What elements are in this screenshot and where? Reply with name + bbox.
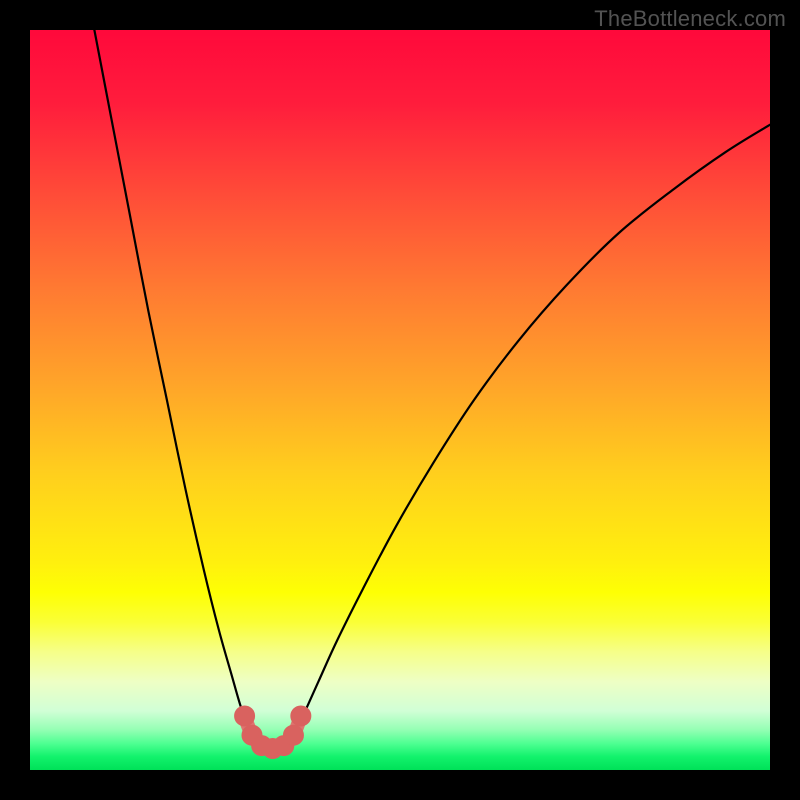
watermark-label: TheBottleneck.com [594,6,786,32]
plot-svg [30,30,770,770]
trough-marker [291,706,311,726]
gradient-background [30,30,770,770]
trough-marker [235,706,255,726]
chart-frame: TheBottleneck.com [0,0,800,800]
plot-area [30,30,770,770]
trough-marker [283,725,303,745]
